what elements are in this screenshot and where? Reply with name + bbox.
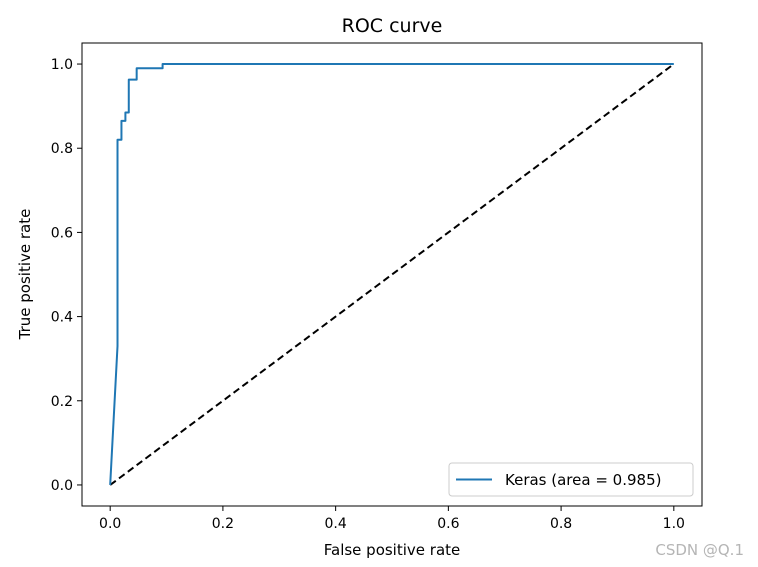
- roc-curve-line: [109, 63, 674, 486]
- x-axis-label: False positive rate: [324, 541, 461, 559]
- axes-frame: [81, 42, 703, 507]
- x-tick-label: 0.0: [99, 516, 121, 532]
- y-tick-label: 0.6: [51, 225, 73, 241]
- y-axis-label: True positive rate: [16, 209, 34, 341]
- legend: Keras (area = 0.985): [448, 462, 694, 497]
- y-tick-label: 0.0: [51, 478, 73, 494]
- watermark-text: CSDN @Q.1: [655, 541, 744, 559]
- y-tick-label: 0.8: [51, 141, 73, 157]
- x-tick-label: 0.2: [212, 516, 234, 532]
- y-tick-label: 1.0: [51, 57, 73, 73]
- plot-area: [109, 63, 675, 486]
- y-tick-label: 0.2: [51, 394, 73, 410]
- x-tick-label: 0.6: [437, 516, 459, 532]
- x-tick-label: 0.4: [325, 516, 347, 532]
- legend-label-keras: Keras (area = 0.985): [505, 471, 661, 489]
- legend-frame: [448, 462, 694, 497]
- x-tick-label: 0.8: [550, 516, 572, 532]
- x-tick-label: 1.0: [663, 516, 685, 532]
- chart-title: ROC curve: [342, 15, 443, 37]
- chance-diagonal-line: [109, 63, 675, 486]
- axes-ticks: 0.0 0.2 0.4 0.6 0.8 1.0 0.0 0.2 0.4 0.6 0.8 1.0: [51, 42, 703, 532]
- y-tick-label: 0.4: [51, 310, 73, 326]
